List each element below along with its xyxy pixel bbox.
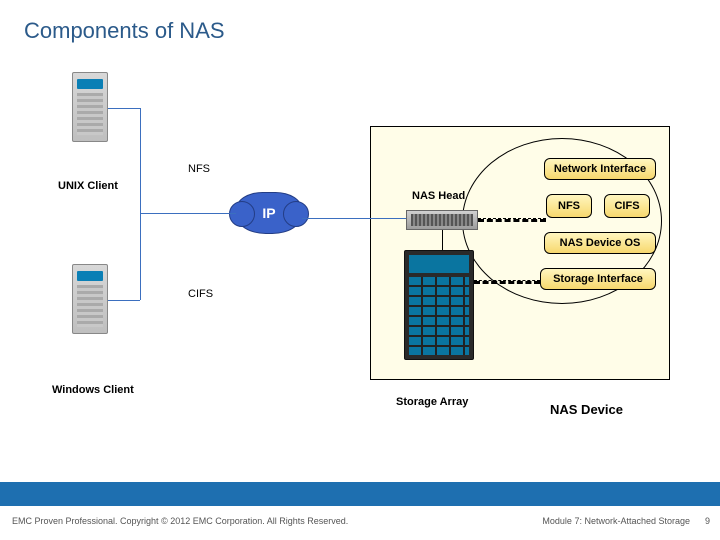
line <box>108 108 140 109</box>
storage-interface-box: Storage Interface <box>540 268 656 290</box>
cifs-box: CIFS <box>604 194 650 218</box>
nas-os-box: NAS Device OS <box>544 232 656 254</box>
ip-cloud: IP <box>236 192 302 234</box>
storage-array-label: Storage Array <box>396 396 468 408</box>
unix-client-label: UNIX Client <box>58 180 118 192</box>
line <box>442 230 443 250</box>
ip-cloud-label: IP <box>262 205 275 221</box>
footer-bar <box>0 482 720 506</box>
line <box>140 108 141 213</box>
nfs-protocol-label: NFS <box>188 163 210 175</box>
footer-module: Module 7: Network-Attached Storage <box>542 516 690 526</box>
nas-head-label: NAS Head <box>412 190 465 202</box>
cifs-protocol-label: CIFS <box>188 288 213 300</box>
windows-server-icon <box>72 264 108 334</box>
page-number: 9 <box>705 516 710 526</box>
network-interface-box: Network Interface <box>544 158 656 180</box>
line <box>140 213 236 214</box>
line <box>140 213 141 300</box>
windows-client-label: Windows Client <box>52 384 134 396</box>
storage-array-icon <box>404 250 474 360</box>
diagram-canvas: Network Interface NFS CIFS NAS Device OS… <box>0 0 720 540</box>
nas-head-rack-icon <box>406 210 478 230</box>
line <box>478 218 546 222</box>
nas-device-label: NAS Device <box>550 402 623 417</box>
unix-server-icon <box>72 72 108 142</box>
nfs-box: NFS <box>546 194 592 218</box>
line <box>474 280 540 284</box>
line <box>108 300 140 301</box>
line <box>302 218 406 219</box>
footer-copyright: EMC Proven Professional. Copyright © 201… <box>12 516 348 526</box>
